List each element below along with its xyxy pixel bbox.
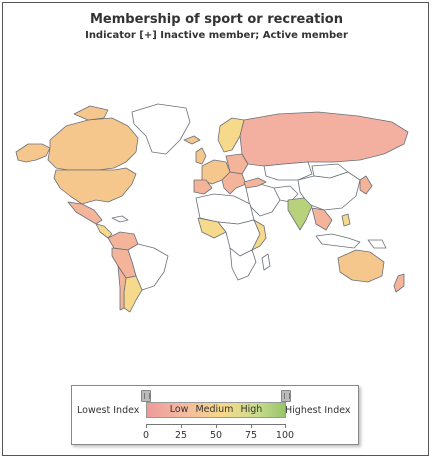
map-title: Membership of sport or recreation [89, 12, 343, 27]
legend-lowest-label: Lowest Index [77, 405, 140, 416]
region-papua[interactable] [367, 239, 387, 249]
region-italy-balkans[interactable] [221, 171, 247, 195]
world-map[interactable] [8, 100, 423, 315]
region-greenland[interactable] [131, 103, 191, 155]
region-madagascar[interactable] [261, 253, 271, 271]
legend-tick-label: 25 [174, 430, 188, 441]
region-iran-central[interactable] [273, 185, 299, 203]
region-alaska[interactable] [15, 143, 51, 163]
region-india[interactable] [287, 197, 313, 231]
region-southern-africa[interactable] [229, 247, 257, 281]
region-middle-east[interactable] [245, 183, 281, 217]
legend-tick [251, 424, 252, 428]
legend-tick [216, 424, 217, 428]
region-iceland[interactable] [183, 135, 201, 145]
region-russia[interactable] [239, 111, 409, 167]
legend-tick-label: 0 [142, 430, 150, 441]
legend-tick [146, 424, 147, 428]
region-indonesia[interactable] [315, 233, 361, 249]
legend-tick-label: 50 [209, 430, 223, 441]
region-central-europe[interactable] [225, 153, 249, 175]
region-east-africa[interactable] [251, 219, 267, 251]
legend-bar-words: Low Medium High [146, 404, 286, 415]
region-mexico[interactable] [67, 201, 103, 225]
region-caribbean[interactable] [111, 215, 129, 223]
region-philippines[interactable] [341, 213, 351, 227]
region-scandinavia[interactable] [217, 117, 245, 153]
legend-max-slider-handle[interactable] [281, 390, 291, 402]
region-iberia[interactable] [193, 179, 213, 195]
region-korea-japan[interactable] [359, 175, 373, 195]
region-west-africa[interactable] [197, 217, 227, 239]
legend-word-high: High [240, 404, 263, 415]
legend-word-medium: Medium [195, 404, 234, 415]
legend-gradient-bar [146, 402, 286, 418]
region-usa[interactable] [53, 167, 137, 205]
legend-tick [285, 424, 286, 428]
legend-word-low: Low [169, 404, 189, 415]
region-australia[interactable] [337, 249, 385, 283]
legend-highest-label: Highest Index [285, 405, 351, 416]
region-central-america[interactable] [95, 223, 113, 239]
region-new-zealand[interactable] [393, 273, 405, 293]
region-southeast-asia[interactable] [311, 207, 333, 231]
legend-tick-label: 75 [244, 430, 258, 441]
region-canada-islands[interactable] [73, 105, 109, 121]
legend-tick-label: 100 [275, 430, 295, 441]
legend-min-slider-handle[interactable] [141, 390, 151, 402]
map-subtitle: Indicator [+] Inactive member; Active me… [85, 30, 348, 41]
region-canada[interactable] [47, 117, 139, 171]
legend-tick [181, 424, 182, 428]
region-uk[interactable] [195, 147, 207, 165]
region-chile[interactable] [117, 265, 127, 311]
region-turkey[interactable] [243, 177, 267, 189]
region-kazakhstan[interactable] [263, 161, 313, 181]
region-central-africa[interactable] [217, 219, 261, 257]
